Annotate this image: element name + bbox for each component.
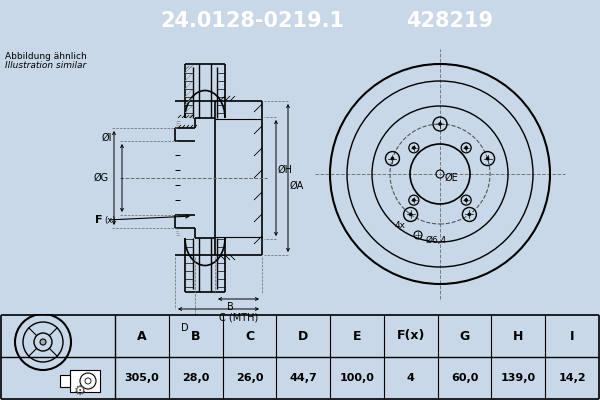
- Circle shape: [391, 157, 394, 160]
- Text: B: B: [227, 302, 234, 312]
- Text: 26,0: 26,0: [236, 373, 263, 383]
- Text: D: D: [181, 323, 189, 333]
- Text: 139,0: 139,0: [501, 373, 536, 383]
- Text: 305,0: 305,0: [125, 373, 159, 383]
- Text: Ø6,4: Ø6,4: [426, 236, 447, 244]
- Text: 44,7: 44,7: [289, 373, 317, 383]
- Text: B: B: [191, 330, 200, 342]
- Text: 100,0: 100,0: [340, 373, 374, 383]
- FancyBboxPatch shape: [60, 375, 70, 387]
- Text: ØH: ØH: [278, 165, 293, 175]
- Text: I: I: [570, 330, 574, 342]
- Text: ØI: ØI: [102, 133, 113, 143]
- Text: 4x: 4x: [395, 222, 406, 230]
- Text: C: C: [245, 330, 254, 342]
- Circle shape: [486, 157, 489, 160]
- Text: F(x): F(x): [397, 330, 425, 342]
- Text: 28,0: 28,0: [182, 373, 209, 383]
- FancyBboxPatch shape: [70, 370, 100, 392]
- Text: 428219: 428219: [406, 11, 494, 31]
- Circle shape: [439, 122, 442, 126]
- Text: C (MTH): C (MTH): [219, 313, 258, 323]
- Text: ØE: ØE: [445, 173, 459, 183]
- Text: ØA: ØA: [290, 181, 304, 191]
- Circle shape: [468, 213, 471, 216]
- Text: ØG: ØG: [94, 173, 109, 183]
- Circle shape: [412, 199, 415, 202]
- Text: F: F: [95, 215, 103, 225]
- Text: 24.0128-0219.1: 24.0128-0219.1: [160, 11, 344, 31]
- Circle shape: [464, 199, 467, 202]
- Text: 4: 4: [407, 373, 415, 383]
- Text: 14,2: 14,2: [558, 373, 586, 383]
- Text: Illustration similar: Illustration similar: [5, 61, 86, 70]
- Circle shape: [464, 146, 467, 149]
- Circle shape: [412, 146, 415, 149]
- Text: 60,0: 60,0: [451, 373, 478, 383]
- Text: (x): (x): [104, 216, 115, 224]
- Circle shape: [40, 339, 46, 345]
- Text: G: G: [460, 330, 470, 342]
- Text: H: H: [513, 330, 524, 342]
- Circle shape: [409, 213, 412, 216]
- Text: ⚙: ⚙: [74, 384, 86, 398]
- Text: A: A: [137, 330, 147, 342]
- Text: D: D: [298, 330, 308, 342]
- Text: Abbildung ähnlich: Abbildung ähnlich: [5, 52, 87, 61]
- Text: E: E: [353, 330, 361, 342]
